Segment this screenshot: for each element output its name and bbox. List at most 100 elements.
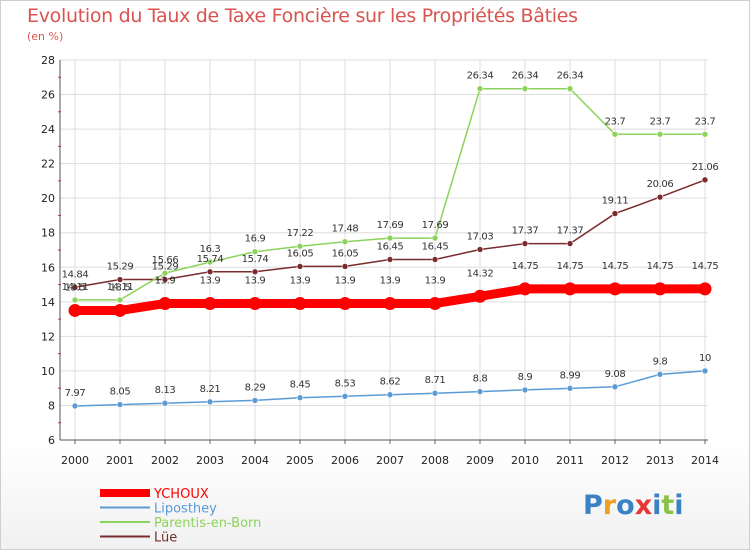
series-ychoux — [68, 282, 712, 317]
data-label: 16.9 — [245, 234, 266, 245]
data-label: 8.8 — [473, 374, 488, 385]
data-label: 17.48 — [332, 224, 359, 235]
data-label: 13.5 — [65, 282, 86, 293]
data-label: 17.69 — [422, 220, 449, 231]
data-point — [701, 367, 709, 375]
data-label: 15.29 — [107, 262, 134, 273]
data-label: 8.05 — [110, 387, 131, 398]
data-point — [68, 303, 82, 317]
data-point — [386, 391, 394, 399]
data-point — [161, 269, 169, 277]
data-point — [116, 401, 124, 408]
x-tick-label: 2007 — [376, 454, 404, 467]
data-label: 14.75 — [647, 261, 674, 272]
data-label: 17.22 — [287, 228, 314, 239]
y-tick-label: 22 — [41, 158, 55, 171]
data-point — [656, 371, 664, 378]
legend-item: Parentis-en-Born — [100, 516, 261, 531]
data-label: 13.9 — [335, 276, 356, 287]
data-point — [206, 398, 214, 406]
data-label: 16.05 — [287, 248, 314, 259]
data-point — [608, 282, 622, 296]
data-label: 8.29 — [245, 382, 266, 393]
data-labels: 7.97 8.05 8.13 8.21 8.29 8.45 8.53 8.62 8.71 8.8 8… — [62, 71, 719, 399]
data-label: 8.99 — [560, 370, 581, 381]
x-tick-label: 2004 — [241, 454, 269, 467]
logo-letter: i — [652, 490, 662, 521]
data-point — [428, 297, 442, 311]
data-point — [71, 296, 79, 304]
data-label: 8.45 — [290, 380, 311, 391]
data-point — [521, 85, 529, 92]
y-tick-label: 16 — [41, 261, 55, 274]
data-label: 17.69 — [377, 220, 404, 231]
data-label: 13.5 — [110, 282, 131, 293]
y-tick-label: 18 — [41, 227, 55, 240]
data-point — [611, 130, 619, 138]
data-point — [431, 234, 439, 242]
data-point — [296, 394, 304, 401]
data-point — [341, 238, 349, 246]
series-liposthey — [71, 367, 709, 410]
chart-title: Evolution du Taux de Taxe Foncière sur l… — [27, 5, 578, 27]
legend-item: Lüe — [100, 531, 177, 546]
x-tick-label: 2005 — [286, 454, 314, 467]
data-label: 9.8 — [653, 356, 668, 367]
y-tick-label: 12 — [41, 330, 55, 343]
data-point — [566, 385, 574, 392]
data-point — [248, 297, 262, 311]
y-tick-label: 6 — [48, 434, 55, 447]
data-point — [521, 240, 529, 247]
logo-letter: o — [616, 490, 635, 521]
data-label: 8.62 — [380, 377, 401, 388]
data-label: 8.53 — [335, 378, 356, 389]
data-point — [698, 282, 712, 296]
data-label: 16.3 — [200, 244, 221, 255]
logo-letter: x — [634, 490, 653, 521]
x-tick-label: 2011 — [556, 454, 584, 467]
data-label: 14.32 — [467, 268, 494, 279]
data-label: 14.75 — [512, 261, 539, 272]
data-point — [341, 263, 349, 270]
series-l-e — [71, 176, 709, 291]
data-point — [701, 176, 709, 184]
data-point — [566, 85, 574, 92]
data-label: 20.06 — [647, 179, 674, 190]
x-tick-label: 2002 — [151, 454, 179, 467]
data-point — [473, 289, 487, 303]
data-point — [431, 256, 439, 263]
data-point — [476, 246, 484, 253]
data-point — [296, 242, 304, 250]
y-tick-label: 26 — [41, 89, 55, 102]
data-label: 10 — [699, 353, 711, 364]
proxiti-logo: Proxiti — [583, 490, 684, 521]
x-tick-label: 2014 — [691, 454, 719, 467]
data-point — [161, 276, 169, 283]
data-point — [701, 130, 709, 138]
x-tick-label: 2003 — [196, 454, 224, 467]
data-label: 13.9 — [290, 276, 311, 287]
data-label: 26.34 — [512, 71, 539, 82]
x-tick-label: 2010 — [511, 454, 539, 467]
data-point — [383, 297, 397, 311]
data-label: 13.9 — [425, 276, 446, 287]
data-point — [476, 388, 484, 395]
data-label: 17.37 — [557, 226, 584, 237]
data-label: 13.9 — [380, 276, 401, 287]
logo-letter: i — [674, 490, 684, 521]
x-tick-label: 2012 — [601, 454, 629, 467]
y-tick-label: 14 — [41, 296, 55, 309]
data-label: 23.7 — [605, 116, 626, 127]
x-tick-label: 2006 — [331, 454, 359, 467]
data-point — [158, 297, 172, 311]
data-label: 14.75 — [557, 261, 584, 272]
data-label: 14.84 — [62, 269, 89, 280]
data-point — [206, 258, 214, 266]
y-tick-label: 24 — [41, 123, 55, 136]
x-tick-label: 2013 — [646, 454, 674, 467]
data-point — [113, 303, 127, 317]
data-label: 15.29 — [152, 262, 179, 273]
data-label: 8.9 — [518, 372, 533, 383]
